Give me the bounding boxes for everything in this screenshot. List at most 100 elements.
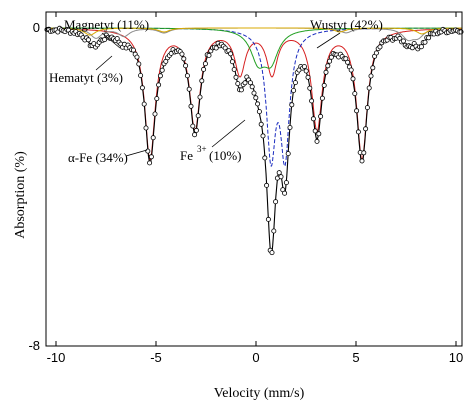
data-point <box>368 73 374 79</box>
leader-fe3 <box>211 119 246 148</box>
data-point <box>199 78 205 84</box>
data-point <box>269 250 275 256</box>
annotation-fe3-superscript: 3+ <box>197 144 207 154</box>
data-point <box>197 94 203 100</box>
data-point <box>426 35 432 41</box>
annotation-alpha-fe: α-Fe (34%) <box>68 150 128 165</box>
tick-labels-group: -10 -5 0 5 10 0 -8 <box>28 20 463 365</box>
data-point <box>195 113 201 119</box>
data-point <box>253 95 259 101</box>
data-point <box>148 154 154 160</box>
data-point <box>235 81 241 87</box>
data-point <box>139 85 145 91</box>
x-tick-label: 10 <box>449 350 463 365</box>
data-point <box>314 138 320 144</box>
data-point <box>179 51 185 57</box>
data-point <box>278 174 284 180</box>
annotation-fe3-label: Fe <box>180 148 193 163</box>
data-point <box>292 80 298 86</box>
data-point <box>193 127 199 133</box>
data-point <box>301 64 307 70</box>
data-point <box>102 37 108 43</box>
data-point <box>310 116 316 122</box>
data-point <box>352 91 358 97</box>
data-point <box>364 105 370 111</box>
data-point <box>181 56 187 62</box>
data-point <box>327 58 333 64</box>
annotation-magnetyt: Magnetyt (11%) <box>64 17 149 32</box>
data-point <box>228 51 234 57</box>
data-point <box>184 73 190 79</box>
x-tick-label: -10 <box>47 350 66 365</box>
data-point <box>418 44 424 50</box>
data-point <box>355 129 361 135</box>
data-point <box>238 87 244 93</box>
data-point <box>366 85 372 91</box>
data-point <box>157 73 163 79</box>
x-axis-title: Velocity (mm/s) <box>214 386 305 401</box>
data-point <box>276 170 282 176</box>
data-point <box>190 123 196 129</box>
data-point <box>361 150 367 156</box>
plot-frame <box>45 11 463 347</box>
data-point <box>307 85 313 91</box>
data-point <box>363 126 369 132</box>
data-point <box>359 158 365 164</box>
data-point <box>260 133 266 139</box>
data-point <box>201 66 207 72</box>
data-point <box>273 199 279 205</box>
data-point <box>422 39 428 45</box>
y-tick-label: 0 <box>33 20 40 35</box>
y-tick-label: -8 <box>28 338 40 353</box>
data-point <box>154 96 160 102</box>
data-point <box>255 101 261 107</box>
data-point <box>400 38 406 44</box>
data-point <box>303 68 309 74</box>
data-point <box>136 61 142 67</box>
data-point <box>213 45 219 51</box>
leader-wustyt <box>316 32 341 49</box>
data-point <box>271 228 277 234</box>
data-point <box>350 76 356 82</box>
axes-group <box>45 11 463 347</box>
x-tick-label: -5 <box>150 350 162 365</box>
component-curve-5 <box>46 27 462 36</box>
data-point <box>282 190 288 196</box>
data-point <box>287 125 293 131</box>
data-point <box>134 54 140 60</box>
leader-alpha-fe <box>125 149 148 157</box>
x-tick-label: 0 <box>252 350 259 365</box>
data-point <box>373 50 379 56</box>
data-point <box>183 63 189 69</box>
y-axis-title: Absorption (%) <box>13 151 28 239</box>
data-point <box>85 37 91 43</box>
data-point <box>145 148 151 154</box>
data-point <box>251 90 257 96</box>
measured-points-group <box>44 25 464 256</box>
leader-hematyt <box>95 55 113 71</box>
data-point <box>316 131 322 137</box>
data-point <box>256 109 262 115</box>
data-point <box>348 67 354 73</box>
data-point <box>323 69 329 75</box>
data-point <box>283 180 289 186</box>
data-point <box>156 82 162 88</box>
annotation-hematyt: Hematyt (3%) <box>49 70 123 85</box>
data-point <box>186 86 192 92</box>
data-point <box>202 61 208 67</box>
data-point <box>249 84 255 90</box>
data-point <box>242 80 248 86</box>
total-fit-curve <box>46 28 462 256</box>
x-tick-label: 5 <box>352 350 359 365</box>
annotation-leader-lines <box>95 32 341 157</box>
annotation-fe3-percent: (10%) <box>209 148 242 163</box>
data-point <box>258 121 264 127</box>
data-point <box>143 125 149 131</box>
data-point <box>150 135 156 141</box>
data-point <box>289 102 295 108</box>
data-point <box>325 63 331 69</box>
data-point <box>377 44 383 50</box>
data-point <box>152 111 158 117</box>
data-point <box>285 151 291 157</box>
